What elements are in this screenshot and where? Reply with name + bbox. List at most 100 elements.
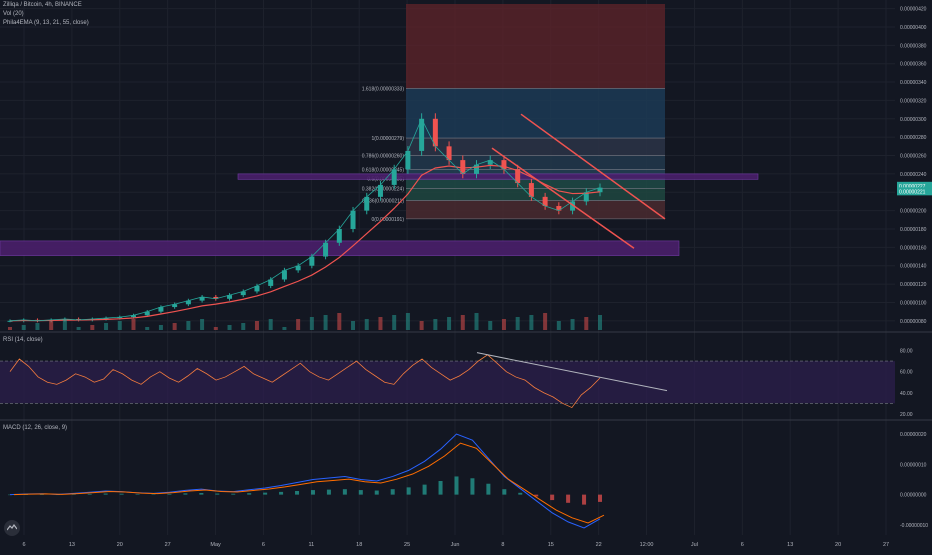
- candle-body: [130, 315, 136, 318]
- ema-line: [9, 164, 601, 322]
- candle-body: [391, 169, 397, 185]
- volume-bar: [351, 321, 356, 330]
- x-tick-label: 6: [22, 542, 25, 548]
- fib-level-label: 0.786(0.00000260): [362, 154, 405, 160]
- candle-body: [158, 307, 164, 312]
- candle-body: [295, 265, 301, 271]
- volume-bar: [419, 321, 424, 330]
- macd-tick-label: 0.00000000: [900, 493, 927, 499]
- candle-body: [172, 304, 178, 308]
- volume-bar: [378, 317, 383, 330]
- fib-level-label: 0.236(0.00000211): [362, 199, 404, 205]
- volume-bar: [254, 321, 259, 330]
- macd-histogram-bar: [231, 493, 236, 495]
- volume-bar: [337, 313, 342, 330]
- tradingview-logo-icon[interactable]: [4, 520, 20, 536]
- y-tick-label: 0.00000280: [900, 135, 927, 141]
- macd-histogram-bar: [167, 493, 172, 495]
- x-tick-label: 27: [883, 542, 889, 548]
- macd-histogram-bar: [326, 489, 331, 495]
- volume-bar: [447, 317, 452, 330]
- x-tick-label: 15: [548, 542, 554, 548]
- volume-bar: [515, 317, 520, 330]
- macd-tick-label: 0.00000020: [900, 432, 927, 438]
- y-tick-label: 0.00000360: [900, 62, 927, 68]
- macd-histogram-bar: [598, 494, 602, 502]
- candle-body: [103, 318, 109, 320]
- macd-histogram-bar: [342, 489, 347, 495]
- x-tick-label: 18: [356, 542, 362, 548]
- macd-histogram-bar: [454, 476, 459, 495]
- rsi-tick-label: 20.00: [900, 412, 913, 418]
- candle-body: [487, 160, 493, 165]
- x-tick-label: 20: [117, 542, 123, 548]
- candle-body: [117, 317, 123, 319]
- macd-histogram-bar: [550, 494, 555, 501]
- y-tick-label: 0.00000140: [900, 264, 927, 270]
- volume-bar: [35, 323, 40, 330]
- y-tick-label: 0.00000120: [900, 282, 927, 288]
- macd-histogram-bar: [151, 494, 156, 495]
- macd-histogram-bar: [183, 493, 188, 495]
- y-tick-label: 0.00000420: [900, 7, 927, 13]
- macd-histogram-bar: [8, 494, 12, 496]
- y-tick-label: 0.00000340: [900, 80, 927, 86]
- volume-bar: [158, 325, 163, 330]
- volume-bar: [62, 319, 67, 330]
- rsi-tick-label: 60.00: [900, 370, 913, 376]
- macd-histogram-bar: [215, 493, 220, 495]
- x-tick-label: 6: [262, 542, 265, 548]
- candle-body: [7, 320, 13, 322]
- price-label: 0.00000227: [899, 184, 926, 190]
- volume-bar: [227, 325, 232, 330]
- candle-body: [281, 270, 287, 280]
- macd-histogram-bar: [486, 483, 491, 495]
- fib-zone: [406, 178, 665, 189]
- macd-histogram-bar: [422, 484, 427, 495]
- candle-body: [254, 285, 260, 292]
- macd-histogram-bar: [438, 481, 443, 495]
- macd-histogram-bar: [39, 494, 44, 495]
- fib-level-label: 0.382(0.00000224): [362, 187, 405, 193]
- candle-body: [240, 291, 246, 296]
- volume-bar: [241, 323, 246, 330]
- resistance-zone: [237, 173, 759, 180]
- candle-body: [515, 169, 521, 184]
- candle-body: [405, 150, 411, 170]
- macd-histogram-bar: [247, 493, 252, 495]
- volume-bar: [556, 321, 561, 330]
- rsi-label: RSI (14, close): [3, 337, 43, 343]
- macd-histogram-bar: [103, 493, 108, 495]
- candle-body: [323, 242, 329, 257]
- macd-signal-line: [13, 442, 605, 524]
- y-tick-label: 0.00000300: [900, 117, 927, 123]
- price-line: [9, 117, 601, 322]
- y-tick-label: 0.00000240: [900, 172, 927, 178]
- price-label: 0.00000221: [899, 189, 926, 195]
- volume-bar: [104, 323, 109, 330]
- macd-histogram-bar: [406, 487, 411, 495]
- rsi-tick-label: 40.00: [900, 391, 913, 397]
- x-tick-label: Jun: [451, 542, 460, 548]
- volume-bar: [131, 319, 136, 330]
- volume-bar: [392, 315, 397, 330]
- fib-zone: [406, 155, 665, 170]
- volume-bar: [584, 317, 589, 330]
- y-tick-label: 0.00000380: [900, 43, 927, 49]
- macd-histogram-bar: [390, 489, 395, 495]
- y-tick-label: 0.00000100: [900, 300, 927, 306]
- candle-body: [570, 201, 576, 211]
- macd-histogram-bar: [566, 494, 571, 503]
- volume-bar: [186, 321, 191, 330]
- x-tick-label: 25: [404, 542, 410, 548]
- symbol-title: Zilliqa / Bitcoin, 4h, BINANCE: [3, 2, 82, 8]
- macd-histogram-bar: [199, 492, 204, 495]
- candle-body: [432, 118, 438, 147]
- volume-bar: [172, 323, 177, 330]
- macd-histogram-bar: [279, 491, 284, 495]
- volume-bar: [323, 315, 328, 330]
- candle-body: [336, 228, 342, 243]
- macd-label: MACD (12, 26, close, 9): [3, 425, 68, 431]
